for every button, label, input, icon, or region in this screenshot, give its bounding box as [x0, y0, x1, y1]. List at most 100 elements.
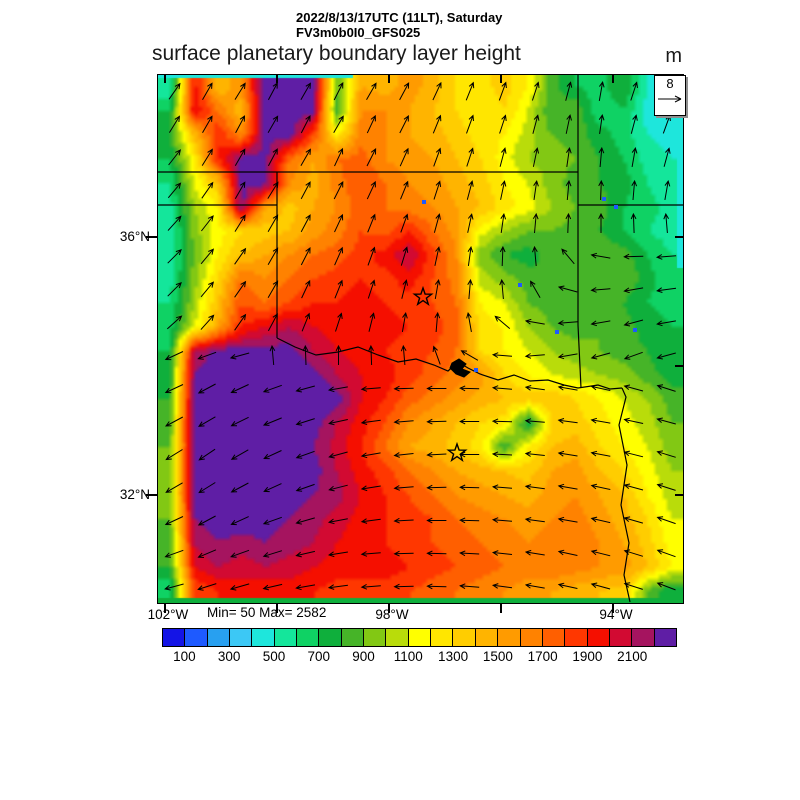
- wind-vector: [623, 351, 643, 360]
- wind-vector: [230, 482, 249, 493]
- colorbar-cell: [364, 629, 387, 646]
- wind-vector: [201, 148, 213, 166]
- y-axis-tick-right: [675, 364, 683, 367]
- min-max-label: Min= 50 Max= 2582: [207, 605, 327, 620]
- wind-vector: [366, 82, 377, 100]
- wind-vector: [333, 115, 344, 133]
- wind-vector: [393, 583, 414, 590]
- wind-vector: [295, 584, 316, 591]
- wind-vector: [524, 385, 545, 391]
- wind-vector: [168, 82, 181, 100]
- colorbar-cell: [453, 629, 476, 646]
- state-border-line: [276, 337, 623, 390]
- wind-vector: [393, 452, 414, 458]
- wind-vector: [366, 114, 376, 134]
- wind-vector: [656, 320, 676, 327]
- colorbar-tick-label: 700: [307, 649, 330, 664]
- wind-vector: [267, 280, 279, 298]
- wind-vector: [491, 484, 513, 491]
- wind-vector: [426, 517, 447, 524]
- wind-vector: [234, 313, 247, 331]
- wind-vector: [598, 212, 604, 233]
- wind-vector: [459, 583, 480, 590]
- wind-vector: [263, 483, 282, 493]
- y-axis-label: 32°N: [119, 487, 150, 503]
- units-label: m: [665, 45, 682, 67]
- wind-vector: [368, 312, 376, 332]
- wind-vector: [197, 383, 216, 394]
- x-axis-label: 94°W: [599, 607, 633, 622]
- wind-vector: [524, 582, 545, 589]
- colorbar: [162, 628, 677, 647]
- wind-vector: [262, 384, 282, 393]
- wind-vector: [598, 146, 605, 168]
- star-marker: [446, 441, 468, 463]
- wind-vector: [269, 344, 276, 366]
- wind-vector: [524, 451, 545, 457]
- wind-vector: [491, 517, 513, 523]
- colorbar-tick-label: 1700: [527, 649, 558, 664]
- x-axis-tick-top: [163, 75, 166, 83]
- wind-vector: [328, 484, 348, 492]
- wind-vector: [360, 452, 381, 459]
- wind-vector: [557, 582, 578, 589]
- wind-vector: [524, 318, 545, 325]
- wind-vector: [399, 114, 409, 134]
- x-axis-label: 102°W: [147, 607, 189, 622]
- wind-vector: [598, 179, 604, 201]
- wind-vector: [557, 353, 578, 360]
- wind-vector: [533, 179, 539, 200]
- wind-vector: [663, 147, 671, 167]
- wind-vector: [167, 182, 182, 199]
- wind-vector: [328, 419, 348, 426]
- wind-vector: [434, 311, 441, 333]
- state-border-line: [577, 205, 582, 389]
- wind-vector: [300, 181, 311, 200]
- wind-vector: [491, 385, 513, 391]
- wind-vector: [230, 549, 250, 558]
- wind-vector: [295, 418, 315, 426]
- wind-vector: [167, 248, 182, 264]
- wind-vector: [598, 80, 605, 101]
- wind-vector: [167, 281, 182, 297]
- wind-vector: [623, 253, 644, 260]
- wind-vector: [401, 279, 408, 299]
- wind-vector: [367, 213, 376, 233]
- wind-vector: [590, 287, 611, 293]
- wind-vector: [663, 212, 670, 234]
- wind-vector: [360, 386, 381, 392]
- wind-vector: [300, 214, 311, 233]
- wind-vector: [433, 180, 442, 200]
- wind-vector: [532, 245, 538, 267]
- wind-vector: [655, 254, 677, 260]
- lake-dot: [602, 197, 606, 201]
- wind-vector: [327, 386, 348, 393]
- wind-vector: [393, 550, 414, 557]
- wind-vector: [300, 82, 311, 100]
- wind-vector: [335, 312, 343, 332]
- wind-vector: [198, 448, 216, 461]
- y-axis-tick-right: [675, 494, 683, 497]
- lake-dot: [422, 200, 426, 204]
- wind-vector: [590, 549, 611, 557]
- wind-vector: [202, 115, 213, 133]
- wind-vector: [230, 449, 249, 460]
- wind-vector: [360, 485, 381, 492]
- page-title: surface planetary boundary layer height: [152, 42, 521, 65]
- wind-vector: [491, 451, 513, 458]
- wind-vector: [630, 81, 638, 101]
- wind-vector: [267, 82, 278, 101]
- y-axis-tick-right: [675, 235, 683, 238]
- colorbar-cell: [207, 629, 231, 646]
- x-axis-tick-top: [388, 75, 390, 83]
- wind-vector: [262, 516, 282, 525]
- valid-time-label: 2022/8/13/17UTC (11LT), Saturday: [296, 10, 503, 25]
- colorbar-tick-label: 100: [173, 649, 196, 664]
- wind-vector: [656, 516, 676, 525]
- wind-vector: [623, 582, 643, 590]
- y-axis-tick: [146, 235, 158, 238]
- lake-dot: [555, 330, 559, 334]
- wind-vector: [662, 114, 671, 134]
- reference-speed-label: 8: [666, 76, 674, 91]
- wind-vector: [631, 146, 638, 167]
